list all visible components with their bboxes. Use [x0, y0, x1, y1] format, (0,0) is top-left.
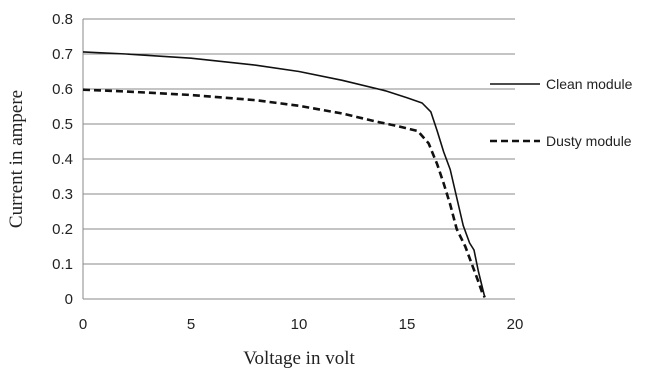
series-line-dusty-module [82, 88, 486, 298]
x-axis-title: Voltage in volt [243, 348, 355, 369]
x-tick-label: 15 [399, 316, 416, 333]
axes [82, 19, 515, 300]
x-tick-label: 0 [79, 316, 87, 333]
x-tick-label: 20 [507, 316, 524, 333]
y-axis-title: Current in ampere [6, 90, 27, 228]
x-tick-label: 10 [291, 316, 308, 333]
y-tick-label: 0.2 [52, 221, 73, 238]
y-tick-label: 0.7 [52, 46, 73, 63]
y-tick-label: 0 [65, 291, 73, 308]
y-tick-label: 0.6 [52, 81, 73, 98]
legend-label-dusty-module: Dusty module [546, 133, 632, 149]
legend: Clean module Dusty module [490, 76, 633, 149]
x-tick-label: 5 [187, 316, 195, 333]
y-tick-label: 0.4 [52, 151, 73, 168]
legend-label-clean-module: Clean module [546, 76, 633, 92]
series-line-clean-module [82, 51, 486, 298]
y-tick-label: 0.8 [52, 11, 73, 28]
y-tick-label: 0.5 [52, 116, 73, 133]
y-tick-label: 0.3 [52, 186, 73, 203]
y-tick-label: 0.1 [52, 256, 73, 273]
grid-lines [83, 18, 515, 265]
tick-labels: 0 0.1 0.2 0.3 0.4 0.5 0.6 0.7 0.8 0 5 10 15 20 [52, 11, 523, 333]
data-series [82, 51, 486, 298]
